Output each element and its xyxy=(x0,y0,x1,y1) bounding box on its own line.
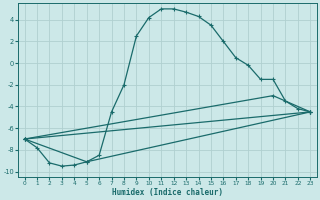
X-axis label: Humidex (Indice chaleur): Humidex (Indice chaleur) xyxy=(112,188,223,197)
